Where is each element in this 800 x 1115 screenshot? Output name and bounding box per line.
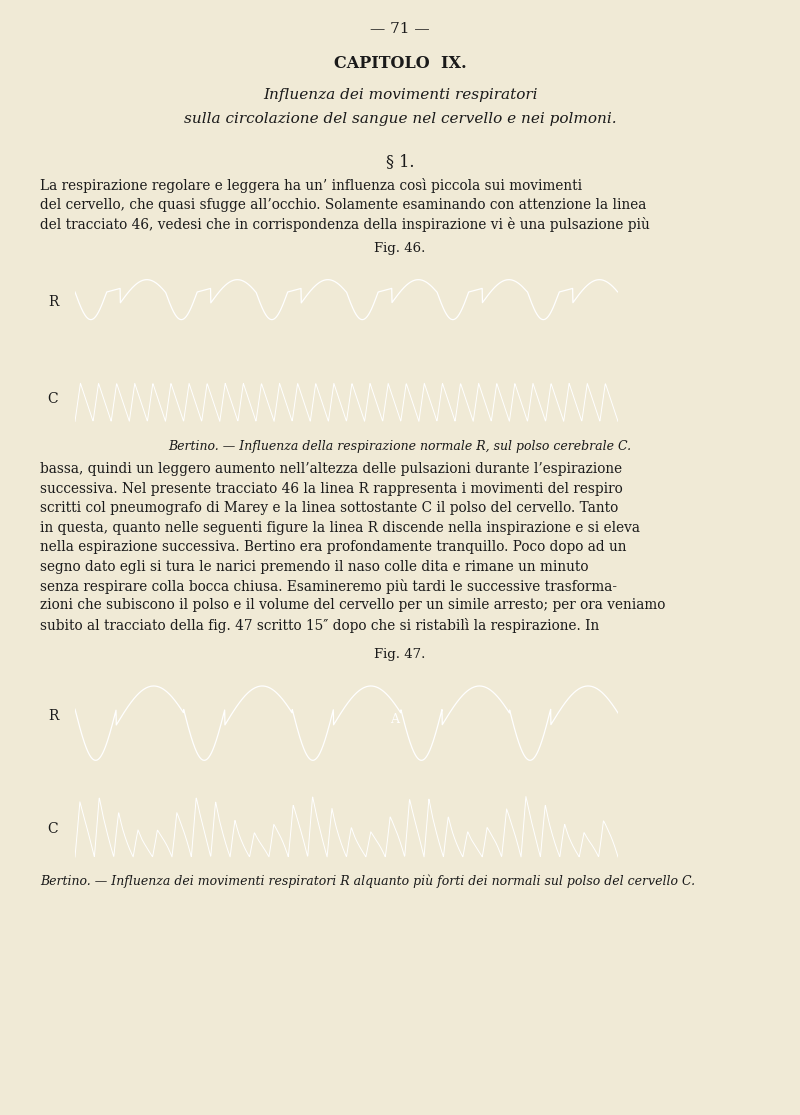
Text: — 71 —: — 71 — [370, 22, 430, 36]
Text: zioni che subiscono il polso e il volume del cervello per un simile arresto; per: zioni che subiscono il polso e il volume… [40, 599, 666, 612]
Text: scritti col pneumografo di Marey e la linea sottostante C il polso del cervello.: scritti col pneumografo di Marey e la li… [40, 501, 618, 515]
Text: Bertino. — Influenza della respirazione normale R, sul polso cerebrale C.: Bertino. — Influenza della respirazione … [169, 440, 631, 453]
Text: successiva. Nel presente tracciato 46 la linea R rappresenta i movimenti del res: successiva. Nel presente tracciato 46 la… [40, 482, 622, 495]
Text: Bertino. — Influenza dei movimenti respiratori R alquanto più forti dei normali : Bertino. — Influenza dei movimenti respi… [40, 875, 695, 889]
Text: A: A [390, 714, 399, 726]
Text: R: R [48, 295, 58, 309]
Text: sulla circolazione del sangue nel cervello e nei polmoni.: sulla circolazione del sangue nel cervel… [184, 112, 616, 126]
Text: R: R [48, 708, 58, 723]
Text: CAPITOLO  IX.: CAPITOLO IX. [334, 55, 466, 72]
Text: § 1.: § 1. [386, 153, 414, 169]
Text: C: C [48, 822, 58, 835]
Text: La respirazione regolare e leggera ha un’ influenza così piccola sui movimenti: La respirazione regolare e leggera ha un… [40, 178, 582, 193]
Text: nella espirazione successiva. Bertino era profondamente tranquillo. Poco dopo ad: nella espirazione successiva. Bertino er… [40, 540, 626, 554]
Text: segno dato egli si tura le narici premendo il naso colle dita e rimane un minuto: segno dato egli si tura le narici premen… [40, 560, 589, 573]
Text: del tracciato 46, vedesi che in corrispondenza della inspirazione vi è una pulsa: del tracciato 46, vedesi che in corrispo… [40, 217, 650, 232]
Text: Fig. 47.: Fig. 47. [374, 648, 426, 661]
Text: in questa, quanto nelle seguenti figure la linea R discende nella inspirazione e: in questa, quanto nelle seguenti figure … [40, 521, 640, 534]
Text: Fig. 46.: Fig. 46. [374, 242, 426, 255]
Text: del cervello, che quasi sfugge all’occhio. Solamente esaminando con attenzione l: del cervello, che quasi sfugge all’occhi… [40, 197, 646, 212]
Text: bassa, quindi un leggero aumento nell’altezza delle pulsazioni durante l’espiraz: bassa, quindi un leggero aumento nell’al… [40, 462, 622, 476]
Text: senza respirare colla bocca chiusa. Esamineremo più tardi le successive trasform: senza respirare colla bocca chiusa. Esam… [40, 579, 617, 594]
Text: Influenza dei movimenti respiratori: Influenza dei movimenti respiratori [262, 88, 538, 101]
Text: subito al tracciato della fig. 47 scritto 15″ dopo che si ristabilì la respirazi: subito al tracciato della fig. 47 scritt… [40, 618, 599, 633]
Text: C: C [48, 391, 58, 406]
